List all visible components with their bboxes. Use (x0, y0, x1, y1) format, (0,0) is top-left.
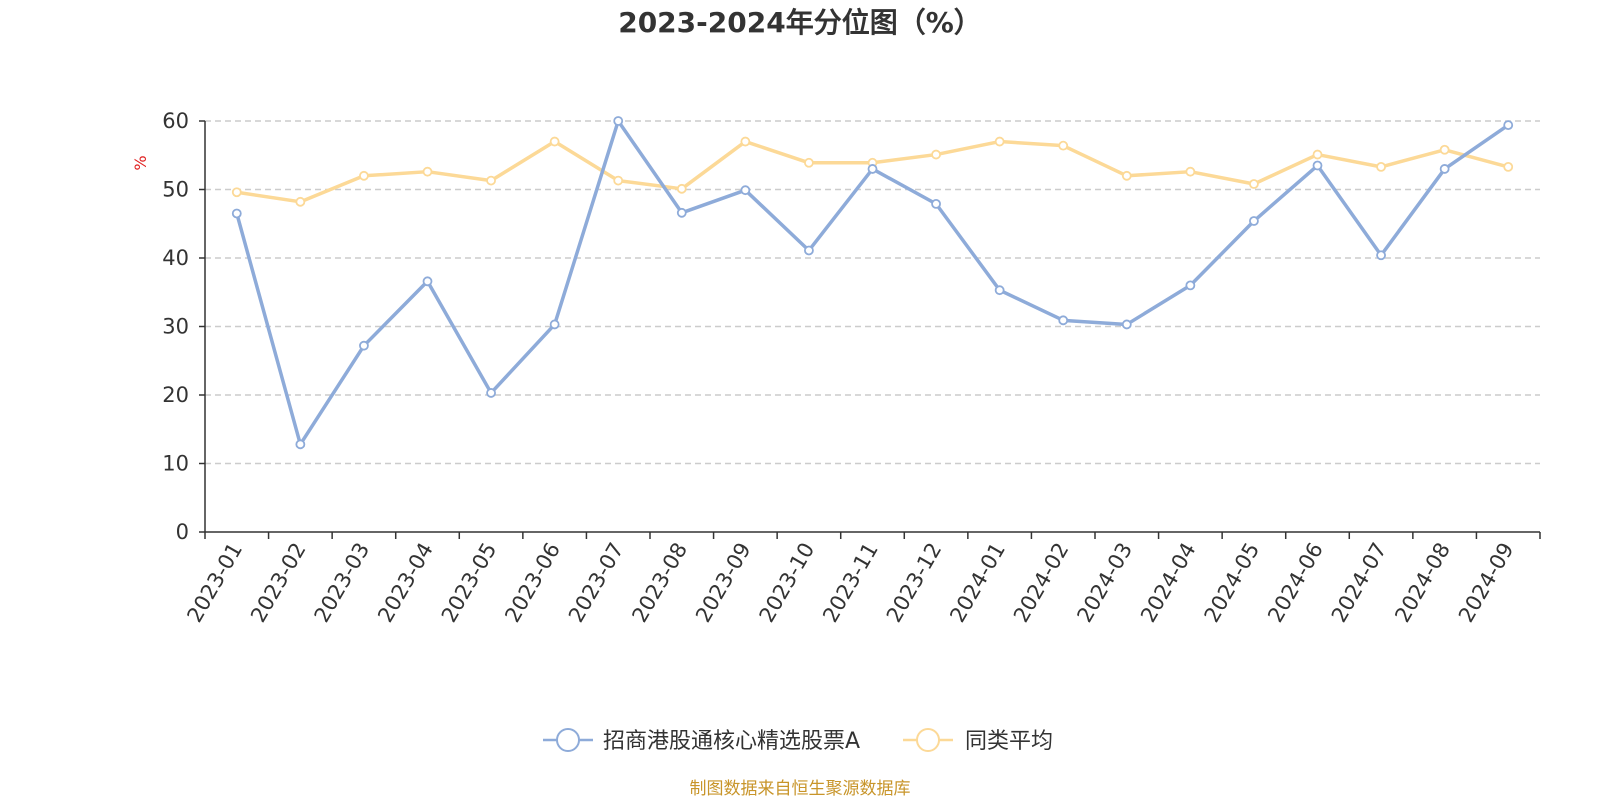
data-point[interactable] (1439, 144, 1450, 155)
data-point[interactable] (1249, 216, 1259, 226)
y-axis-unit-label: % (131, 155, 150, 170)
data-point[interactable] (1503, 120, 1514, 131)
data-point[interactable] (613, 116, 624, 126)
y-tick-label: 20 (162, 383, 189, 407)
data-point[interactable] (486, 175, 496, 186)
data-point[interactable] (1185, 280, 1196, 291)
x-tick-label: 2023-06 (500, 539, 565, 627)
data-point[interactable] (1376, 250, 1386, 261)
data-point[interactable] (231, 208, 242, 219)
y-tick-label: 40 (162, 246, 189, 270)
x-tick-label: 2023-12 (882, 539, 947, 627)
data-point[interactable] (1249, 179, 1259, 189)
x-tick-label: 2024-09 (1454, 539, 1519, 627)
y-tick-label: 30 (162, 315, 189, 339)
x-tick-label: 2024-03 (1072, 539, 1137, 627)
data-point[interactable] (295, 439, 306, 450)
series-1 (231, 136, 1514, 207)
x-tick-label: 2023-11 (818, 539, 883, 627)
data-point[interactable] (1058, 315, 1069, 326)
legend-label: 同类平均 (965, 729, 1053, 754)
legend-circle-marker (916, 728, 940, 752)
legend-circle-marker (556, 728, 580, 752)
data-point[interactable] (422, 166, 433, 177)
y-tick-label: 60 (162, 109, 189, 133)
data-point[interactable] (740, 136, 751, 147)
x-tick-label: 2023-10 (755, 539, 820, 627)
series-0 (231, 116, 1514, 450)
legend-label: 招商港股通核心精选股票A (603, 729, 860, 754)
data-point[interactable] (931, 149, 941, 160)
data-point[interactable] (549, 319, 560, 330)
data-point[interactable] (1185, 166, 1196, 177)
x-tick-label: 2024-01 (945, 538, 1010, 626)
data-point[interactable] (549, 136, 560, 147)
x-tick-label: 2023-09 (691, 539, 756, 627)
source-footer: 制图数据来自恒生聚源数据库 (690, 779, 911, 799)
data-point[interactable] (422, 276, 433, 287)
x-tick-label: 2024-07 (1327, 539, 1392, 627)
data-point[interactable] (231, 187, 242, 198)
legend-item-0[interactable]: 招商港股通核心精选股票A (543, 728, 860, 754)
y-axis-ticks: 0 10 20 30 40 50 60 (162, 109, 205, 544)
x-tick-label: 2024-02 (1009, 539, 1074, 627)
data-point[interactable] (613, 175, 624, 186)
y-tick-label: 0 (176, 520, 189, 544)
data-point[interactable] (1312, 149, 1323, 160)
data-point[interactable] (359, 170, 369, 181)
data-point[interactable] (994, 136, 1005, 147)
data-point[interactable] (994, 285, 1005, 296)
data-point[interactable] (1121, 319, 1132, 330)
data-point[interactable] (359, 340, 369, 351)
data-point[interactable] (1439, 164, 1450, 174)
data-point[interactable] (676, 207, 687, 218)
y-tick-label: 50 (162, 178, 189, 202)
series-layer (231, 116, 1514, 450)
data-point[interactable] (867, 164, 878, 174)
x-tick-label: 2023-02 (246, 539, 311, 627)
x-tick-label: 2024-08 (1390, 539, 1455, 627)
data-point[interactable] (740, 185, 751, 196)
legend[interactable]: 招商港股通核心精选股票A 同类平均 (543, 728, 1053, 754)
data-point[interactable] (1376, 161, 1386, 172)
data-point[interactable] (1503, 161, 1514, 172)
data-point[interactable] (1312, 160, 1323, 171)
data-point[interactable] (295, 196, 306, 207)
data-point[interactable] (486, 388, 496, 398)
y-tick-label: 10 (162, 452, 189, 476)
data-point[interactable] (1058, 140, 1069, 151)
data-point[interactable] (931, 198, 941, 209)
data-point[interactable] (1121, 170, 1132, 181)
x-tick-label: 2024-04 (1136, 539, 1201, 627)
legend-item-1[interactable]: 同类平均 (903, 728, 1053, 754)
grid-lines (205, 120, 1540, 465)
x-tick-label: 2023-01 (182, 539, 247, 627)
x-tick-label: 2024-05 (1200, 539, 1265, 627)
x-tick-label: 2023-07 (564, 539, 629, 627)
data-point[interactable] (804, 245, 814, 256)
chart-title: 2023-2024年分位图（%） (618, 6, 982, 39)
data-point[interactable] (804, 157, 814, 168)
x-tick-label: 2023-05 (437, 539, 502, 627)
x-tick-label: 2023-03 (310, 539, 375, 627)
x-tick-label: 2023-04 (373, 539, 438, 627)
x-axis-ticks: 2023-012023-022023-032023-042023-052023-… (182, 532, 1541, 627)
x-tick-label: 2024-06 (1263, 539, 1328, 627)
x-tick-label: 2023-08 (627, 539, 692, 627)
data-point[interactable] (676, 183, 687, 194)
